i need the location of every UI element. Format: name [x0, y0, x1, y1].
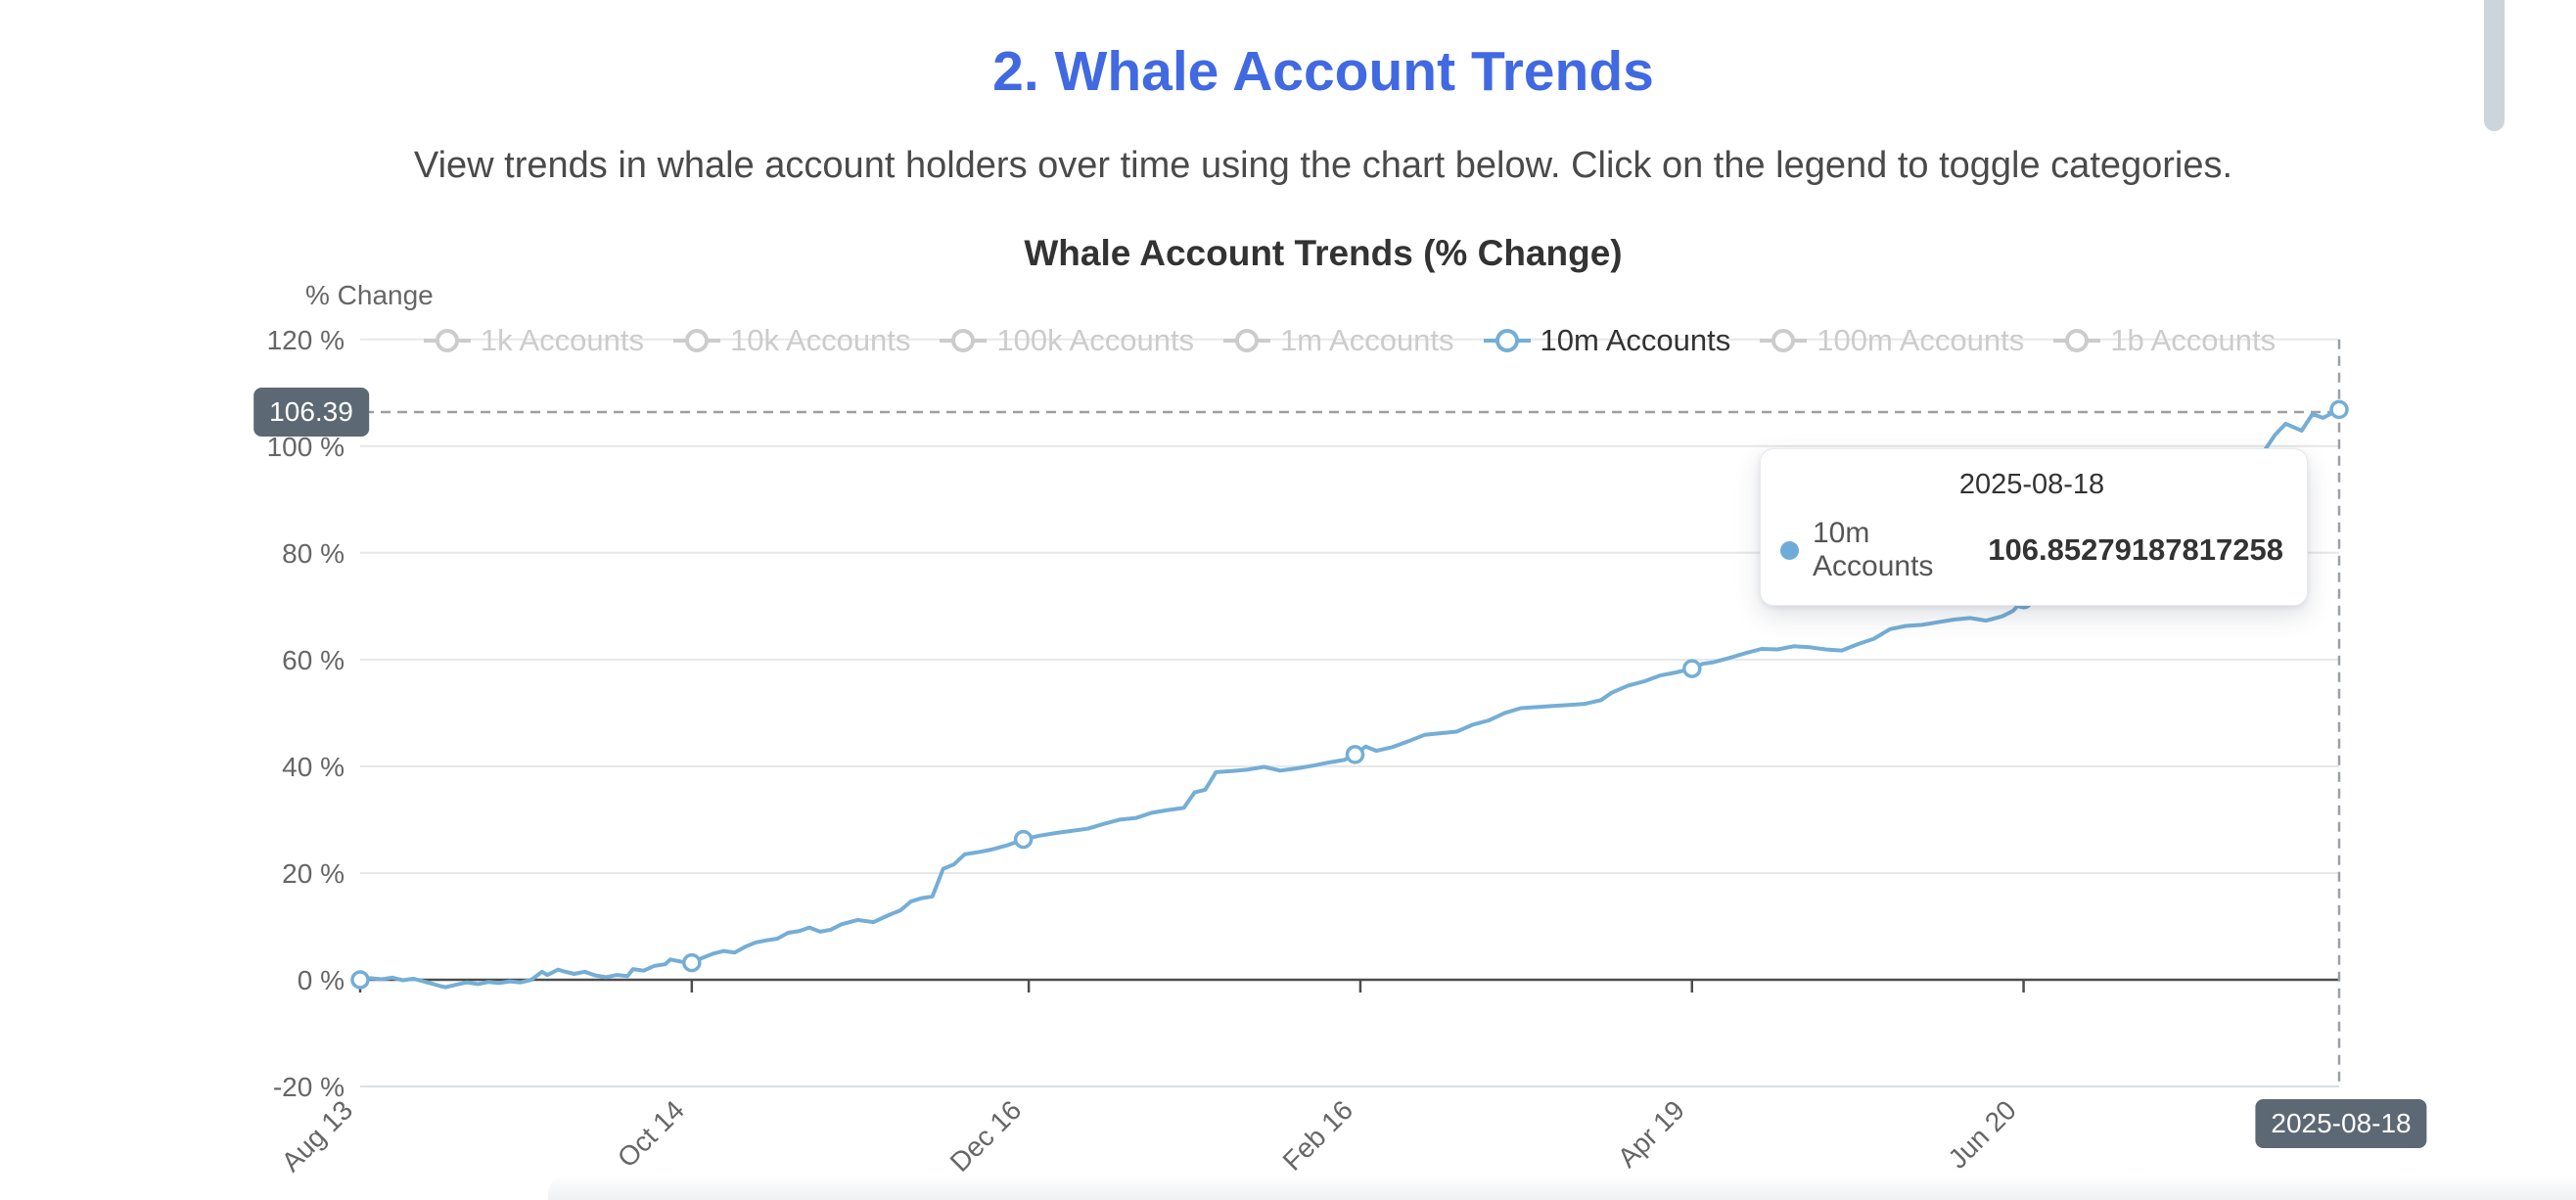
x-axis-tick-label: Dec 16 [944, 1094, 1028, 1177]
tooltip-date: 2025-08-18 [1958, 469, 2105, 500]
series-line-10m-accounts[interactable] [358, 407, 2341, 990]
legend-item-100m-accounts[interactable]: 100m Accounts [1760, 323, 2024, 358]
chart-title: Whale Account Trends (% Change) [1024, 233, 1623, 273]
x-axis-tick-label: Apr 19 [1612, 1094, 1690, 1173]
y-axis-tick-label: -20 % [273, 1072, 345, 1102]
legend-item-label: 10m Accounts [1540, 323, 1731, 357]
chart-legend: 1k Accounts 10k Accounts 100k Accounts 1… [360, 315, 2339, 366]
crosshair-x-date-badge: 2025-08-18 [2255, 1099, 2427, 1148]
y-axis-tick-label: 20 % [282, 858, 345, 889]
legend-line-marker-icon [940, 329, 988, 352]
tooltip-series-value: 106.85279187817258 [1988, 532, 2283, 567]
legend-line-marker-icon [673, 329, 721, 352]
y-axis-tick-label: 120 % [267, 325, 345, 355]
legend-line-marker-icon [2053, 329, 2101, 352]
series-point-marker [1682, 659, 1702, 678]
chart-tooltip: 2025-08-18 10m Accounts 106.852791878172… [1760, 448, 2308, 606]
series-point-marker [1013, 829, 1034, 850]
page-bottom-edge [548, 1175, 2576, 1200]
y-axis-tick-label: 60 % [282, 645, 345, 675]
legend-line-marker-icon [423, 329, 471, 352]
series-point-marker [682, 952, 702, 973]
scrollbar-thumb[interactable] [2484, 0, 2505, 131]
y-axis-tick-label: 40 % [282, 752, 345, 782]
series-bullet-icon [1780, 540, 1799, 560]
legend-line-marker-icon [1223, 329, 1271, 352]
tooltip-series-name: 10m Accounts [1813, 517, 1934, 582]
series-point-marker [350, 970, 370, 990]
page-subtitle: View trends in whale account holders ove… [413, 145, 2233, 186]
x-axis-tick-label: Jun 20 [1942, 1094, 2021, 1174]
x-axis-tick-label: Aug 13 [276, 1094, 359, 1177]
y-axis-tick-label: 80 % [282, 538, 345, 569]
x-axis-tick-label: Feb 16 [1277, 1094, 1359, 1177]
legend-item-label: 1b Accounts [2110, 323, 2277, 357]
y-axis-title: % Change [305, 280, 434, 310]
legend-line-marker-icon [1760, 329, 1808, 352]
series-point-marker [2329, 399, 2349, 420]
page-title: 2. Whale Account Trends [992, 40, 1654, 103]
legend-item-label: 10k Accounts [730, 323, 911, 357]
legend-item-10m-accounts[interactable]: 10m Accounts [1483, 323, 1731, 358]
legend-item-label: 1m Accounts [1280, 323, 1454, 357]
legend-line-marker-icon [1483, 329, 1531, 352]
legend-item-label: 100m Accounts [1817, 323, 2025, 357]
x-axis-tick-label: Oct 14 [612, 1094, 690, 1173]
legend-item-100k-accounts[interactable]: 100k Accounts [940, 323, 1194, 358]
series-point-marker [1345, 745, 1365, 764]
legend-item-1b-accounts[interactable]: 1b Accounts [2053, 323, 2276, 358]
legend-item-label: 1k Accounts [480, 323, 645, 357]
crosshair-y-value-badge: 106.39 [253, 388, 369, 437]
legend-item-10k-accounts[interactable]: 10k Accounts [673, 323, 910, 358]
y-axis-tick-label: 0 % [298, 965, 345, 995]
legend-item-label: 100k Accounts [996, 323, 1195, 357]
legend-item-1k-accounts[interactable]: 1k Accounts [423, 323, 645, 358]
legend-item-1m-accounts[interactable]: 1m Accounts [1223, 323, 1454, 358]
